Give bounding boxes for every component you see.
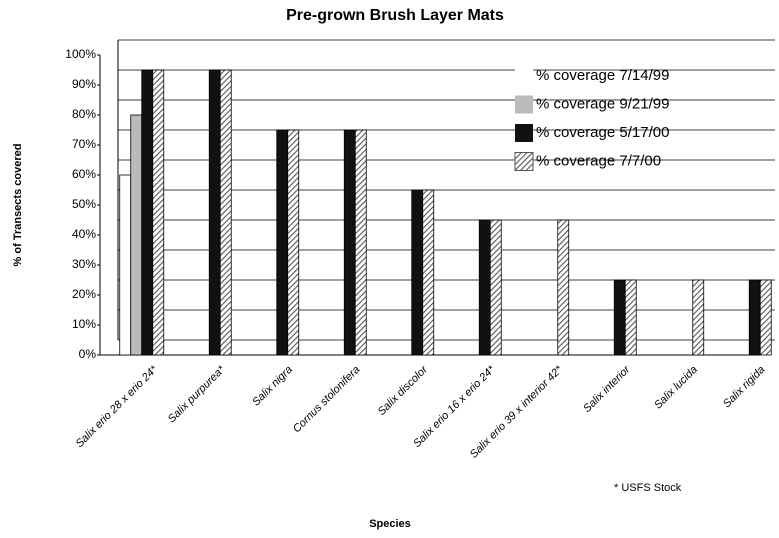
legend-swatch [515,124,533,142]
x-tick-label: Salix interior [581,363,633,415]
bar [489,219,502,356]
bar [478,219,491,356]
bar [343,129,356,356]
annotation: * USFS Stock [614,482,682,494]
bar [152,69,165,356]
y-tick-label: 30% [72,257,96,271]
x-tick-label: Salix erio 28 x erio 24* [74,363,161,450]
y-tick-label: 0% [79,347,97,361]
bar [276,129,289,356]
y-tick-label: 90% [72,77,96,91]
bar [759,279,772,356]
bar [613,279,626,356]
legend-label: % coverage 5/17/00 [536,124,669,141]
bar [411,189,424,356]
bar [141,69,154,356]
y-tick-label: 40% [72,227,96,241]
y-tick-label: 100% [65,47,96,61]
bar [557,219,570,356]
legend-label: % coverage 7/7/00 [536,152,661,169]
x-tick-label: Salix lucida [652,364,700,412]
legend-swatch [515,95,533,114]
y-tick-label: 10% [72,317,96,331]
legend-swatch [515,67,533,85]
x-axis-label: Species [369,518,411,530]
x-tick-label: Salix rigida [721,364,768,411]
bar [354,129,367,356]
y-tick-label: 50% [72,197,96,211]
y-tick-label: 80% [72,107,96,121]
legend-label: % coverage 7/14/99 [536,67,669,84]
bar [624,279,637,356]
x-tick-label: Salix nigra [250,364,295,409]
bar [287,129,300,356]
legend-label: % coverage 9/21/99 [536,95,669,112]
bar [219,69,232,356]
bar [130,114,143,356]
x-tick-label: Salix discolor [376,363,431,418]
bar [208,69,221,356]
bar [422,189,435,356]
x-tick-label: Salix purpurea* [166,363,228,425]
chart-title: Pre-grown Brush Layer Mats [286,7,504,24]
bar [748,279,761,356]
bar [119,174,132,356]
bar [692,279,705,356]
y-tick-label: 70% [72,137,96,151]
y-tick-label: 60% [72,167,96,181]
x-tick-label: Cornus stolonifera [291,364,363,436]
y-tick-label: 20% [72,287,96,301]
legend-swatch [514,152,534,171]
y-axis-label: % of Transects covered [12,144,24,267]
